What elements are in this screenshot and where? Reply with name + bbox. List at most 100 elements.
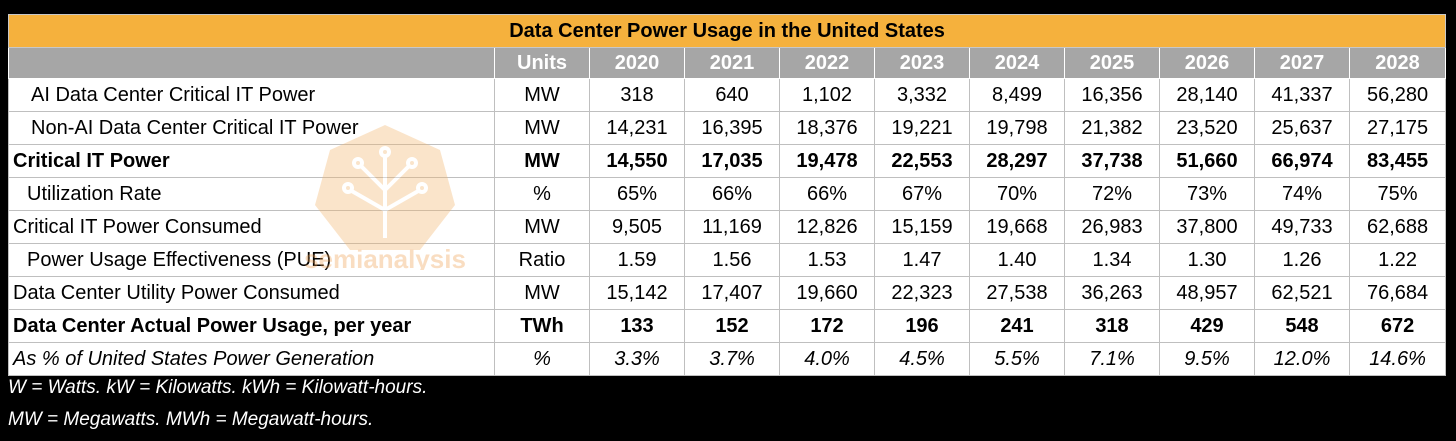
value-cell: 23,520 <box>1159 111 1255 145</box>
value-cell: 4.5% <box>874 342 970 376</box>
value-cell: 19,668 <box>969 210 1065 244</box>
value-cell: 15,159 <box>874 210 970 244</box>
value-cell: 1.47 <box>874 243 970 277</box>
value-cell: 51,660 <box>1159 144 1255 178</box>
table-row: Critical IT Power Consumed MW 9,505 11,169 1… <box>8 210 1447 244</box>
value-cell: 1,102 <box>779 78 875 112</box>
table-row: Power Usage Effectiveness (PUE) Ratio 1.59… <box>8 243 1447 277</box>
value-cell: 19,798 <box>969 111 1065 145</box>
footnote-1: W = Watts. kW = Kilowatts. kWh = Kilowat… <box>8 377 428 398</box>
header-year-2020: 2020 <box>589 47 685 79</box>
header-year-2026: 2026 <box>1159 47 1255 79</box>
footnotes: W = Watts. kW = Kilowatts. kWh = Kilowat… <box>8 372 427 436</box>
value-cell: 548 <box>1254 309 1350 343</box>
value-cell: 672 <box>1348 309 1447 343</box>
value-cell: 75% <box>1348 177 1447 211</box>
header-year-2024: 2024 <box>969 47 1065 79</box>
value-cell: 15,142 <box>589 276 685 310</box>
row-unit: TWh <box>494 309 590 343</box>
row-label: Non-AI Data Center Critical IT Power <box>8 111 495 145</box>
value-cell: 241 <box>969 309 1065 343</box>
power-usage-table: Data Center Power Usage in the United St… <box>7 14 1447 376</box>
row-label: Critical IT Power <box>8 144 495 178</box>
value-cell: 9.5% <box>1159 342 1255 376</box>
row-unit: % <box>494 342 590 376</box>
value-cell: 1.53 <box>779 243 875 277</box>
value-cell: 72% <box>1064 177 1160 211</box>
table-row: AI Data Center Critical IT Power MW 318 640… <box>8 78 1447 112</box>
value-cell: 133 <box>589 309 685 343</box>
row-label: Utilization Rate <box>8 177 495 211</box>
value-cell: 14,550 <box>589 144 685 178</box>
value-cell: 1.22 <box>1348 243 1447 277</box>
row-unit: Ratio <box>494 243 590 277</box>
table-row: Data Center Actual Power Usage, per year… <box>8 309 1447 343</box>
value-cell: 16,356 <box>1064 78 1160 112</box>
header-year-2028: 2028 <box>1348 47 1447 79</box>
value-cell: 22,323 <box>874 276 970 310</box>
value-cell: 1.34 <box>1064 243 1160 277</box>
row-unit: MW <box>494 210 590 244</box>
value-cell: 3.3% <box>589 342 685 376</box>
table-row: Non-AI Data Center Critical IT Power MW 14… <box>8 111 1447 145</box>
table-title-row: Data Center Power Usage in the United St… <box>7 14 1447 48</box>
value-cell: 83,455 <box>1348 144 1447 178</box>
header-year-2027: 2027 <box>1254 47 1350 79</box>
row-label: Power Usage Effectiveness (PUE) <box>8 243 495 277</box>
value-cell: 1.26 <box>1254 243 1350 277</box>
header-year-2021: 2021 <box>684 47 780 79</box>
value-cell: 66% <box>779 177 875 211</box>
value-cell: 28,297 <box>969 144 1065 178</box>
value-cell: 5.5% <box>969 342 1065 376</box>
value-cell: 9,505 <box>589 210 685 244</box>
value-cell: 26,983 <box>1064 210 1160 244</box>
value-cell: 172 <box>779 309 875 343</box>
value-cell: 48,957 <box>1159 276 1255 310</box>
table-header-row: Units 2020 2021 2022 2023 2024 2025 2026 2027 202… <box>8 47 1447 79</box>
value-cell: 66% <box>684 177 780 211</box>
row-label: As % of United States Power Generation <box>8 342 495 376</box>
value-cell: 318 <box>1064 309 1160 343</box>
value-cell: 21,382 <box>1064 111 1160 145</box>
table-row: As % of United States Power Generation% 3… <box>8 342 1447 376</box>
value-cell: 7.1% <box>1064 342 1160 376</box>
row-unit: MW <box>494 111 590 145</box>
value-cell: 1.56 <box>684 243 780 277</box>
value-cell: 318 <box>589 78 685 112</box>
value-cell: 65% <box>589 177 685 211</box>
value-cell: 152 <box>684 309 780 343</box>
value-cell: 41,337 <box>1254 78 1350 112</box>
row-label: AI Data Center Critical IT Power <box>8 78 495 112</box>
value-cell: 27,175 <box>1348 111 1447 145</box>
footnote-2: MW = Megawatts. MWh = Megawatt-hours. <box>8 409 374 430</box>
value-cell: 12.0% <box>1254 342 1350 376</box>
value-cell: 196 <box>874 309 970 343</box>
value-cell: 1.59 <box>589 243 685 277</box>
value-cell: 28,140 <box>1159 78 1255 112</box>
header-year-2025: 2025 <box>1064 47 1160 79</box>
value-cell: 22,553 <box>874 144 970 178</box>
header-blank <box>8 47 495 79</box>
value-cell: 49,733 <box>1254 210 1350 244</box>
value-cell: 74% <box>1254 177 1350 211</box>
value-cell: 17,407 <box>684 276 780 310</box>
value-cell: 19,221 <box>874 111 970 145</box>
value-cell: 18,376 <box>779 111 875 145</box>
table-row: Critical IT Power MW 14,550 17,035 19,478 22,… <box>8 144 1447 178</box>
value-cell: 16,395 <box>684 111 780 145</box>
value-cell: 1.40 <box>969 243 1065 277</box>
header-year-2023: 2023 <box>874 47 970 79</box>
row-label: Data Center Actual Power Usage, per year <box>8 309 495 343</box>
value-cell: 11,169 <box>684 210 780 244</box>
row-unit: MW <box>494 144 590 178</box>
value-cell: 19,660 <box>779 276 875 310</box>
header-units: Units <box>494 47 590 79</box>
value-cell: 70% <box>969 177 1065 211</box>
value-cell: 429 <box>1159 309 1255 343</box>
value-cell: 4.0% <box>779 342 875 376</box>
value-cell: 37,800 <box>1159 210 1255 244</box>
value-cell: 73% <box>1159 177 1255 211</box>
row-unit: % <box>494 177 590 211</box>
header-year-2022: 2022 <box>779 47 875 79</box>
value-cell: 3,332 <box>874 78 970 112</box>
